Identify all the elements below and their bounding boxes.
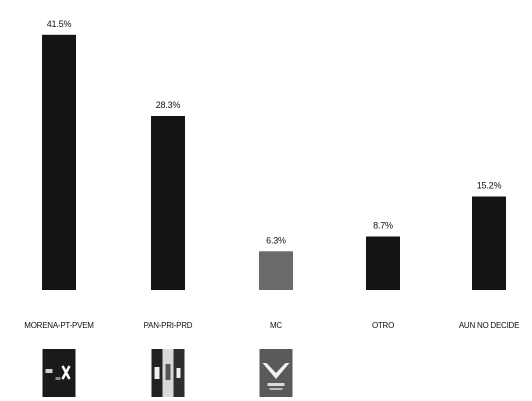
category-label-2: MC: [270, 321, 282, 330]
bars-layer: [42, 34, 506, 290]
data-label-0: 41.5%: [47, 19, 72, 29]
bar-2: [259, 251, 293, 290]
coalition-logo-pan-pri-prd-icon: [151, 349, 185, 397]
category-label-0: MORENA-PT-PVEM: [24, 321, 94, 330]
bar-1: [151, 116, 185, 290]
category-label-4: AUN NO DECIDE: [459, 321, 519, 330]
data-label-1: 28.3%: [156, 100, 181, 110]
category-label-1: PAN-PRI-PRD: [144, 321, 193, 330]
data-label-2: 6.3%: [266, 235, 286, 245]
logos-layer: [42, 349, 293, 397]
bar-3: [366, 236, 400, 290]
data-labels-layer: 41.5% 28.3% 6.3% 8.7% 15.2%: [47, 19, 502, 246]
category-label-3: OTRO: [372, 321, 394, 330]
category-labels-layer: MORENA-PT-PVEM PAN-PRI-PRD MC OTRO AUN NO DE…: [24, 321, 519, 330]
data-label-3: 8.7%: [373, 221, 393, 231]
bar-0: [42, 34, 76, 290]
bar-4: [472, 196, 506, 290]
party-logo-mc-icon: [259, 349, 293, 397]
coalition-logo-morena-pt-pvem-icon: [42, 349, 76, 397]
data-label-4: 15.2%: [477, 181, 502, 191]
